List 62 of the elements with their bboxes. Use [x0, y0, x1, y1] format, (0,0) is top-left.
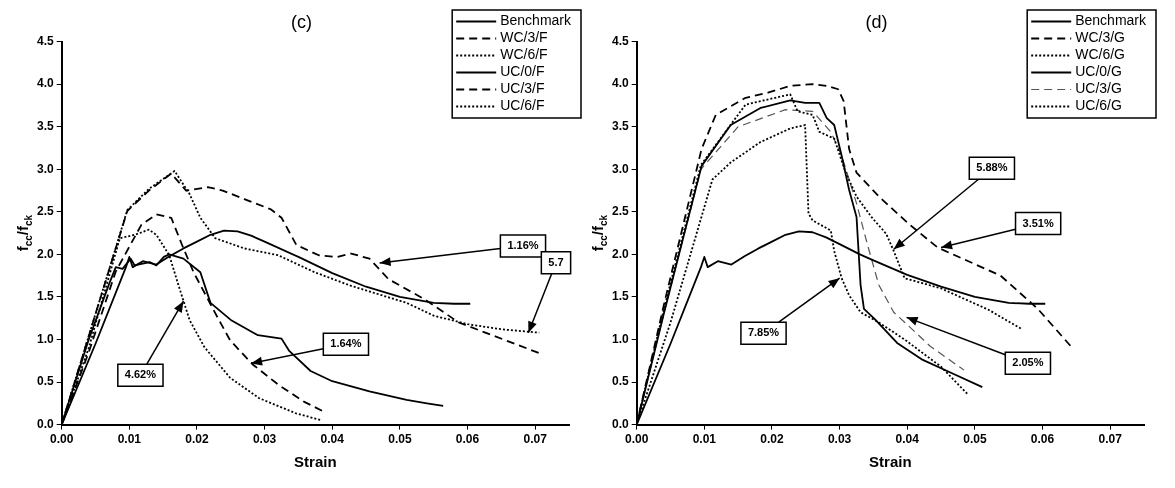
y-tick-label: 1.5 — [36, 289, 54, 304]
y-tick-label: 2.5 — [36, 204, 54, 219]
x-tick-label: 0.07 — [523, 432, 548, 447]
annotation: 1.16% — [507, 238, 539, 251]
x-tick-label: 0.00 — [50, 432, 74, 447]
annotation: 7.85% — [747, 326, 780, 339]
x-axis-title: Strain — [869, 453, 912, 471]
y-tick-label: 3.5 — [36, 119, 54, 134]
x-axis-title: Strain — [294, 453, 337, 471]
legend-label: UC/6/G — [1075, 97, 1122, 114]
legend-label: WC/3/G — [1075, 29, 1125, 46]
x-tick-label: 0.07 — [1098, 432, 1123, 447]
annotation: 2.05% — [1012, 356, 1044, 369]
y-tick-label: 2.5 — [611, 204, 629, 219]
x-tick-label: 0.02 — [760, 432, 784, 447]
y-tick-label: 3.0 — [36, 161, 54, 176]
y-tick-label: 4.0 — [611, 76, 629, 91]
annotation: 3.51% — [1022, 216, 1054, 229]
annotation: 4.62% — [124, 368, 157, 381]
y-tick-label: 2.0 — [36, 246, 54, 261]
y-tick-label: 0.5 — [611, 374, 629, 389]
chart-title: (d) — [865, 11, 888, 32]
x-tick-label: 0.00 — [625, 432, 649, 447]
x-tick-label: 0.05 — [388, 432, 412, 447]
y-tick-label: 0.0 — [36, 416, 54, 431]
y-tick-label: 0.5 — [36, 374, 54, 389]
annotation: 5.7 — [548, 255, 564, 268]
y-axis-title: fcc/fck — [14, 214, 34, 252]
legend-label: UC/0/G — [1075, 63, 1122, 80]
y-tick-label: 1.0 — [611, 331, 629, 346]
x-tick-label: 0.01 — [692, 432, 717, 447]
x-tick-label: 0.03 — [827, 432, 852, 447]
legend-label: UC/6/F — [500, 97, 545, 114]
y-tick-label: 2.0 — [611, 246, 629, 261]
x-tick-label: 0.02 — [185, 432, 209, 447]
legend-label: UC/3/F — [500, 80, 545, 97]
x-tick-label: 0.05 — [963, 432, 987, 447]
y-tick-label: 3.5 — [611, 119, 629, 134]
x-tick-label: 0.03 — [252, 432, 277, 447]
annotation: 5.88% — [976, 161, 1008, 174]
x-tick-label: 0.04 — [320, 432, 345, 447]
y-tick-label: 4.5 — [36, 33, 54, 48]
y-axis-title: fcc/fck — [589, 214, 609, 252]
legend-label: UC/0/F — [500, 63, 545, 80]
y-tick-label: 4.0 — [36, 76, 54, 91]
legend-label: WC/3/F — [500, 29, 548, 46]
y-tick-label: 1.5 — [611, 289, 629, 304]
chart-title: (c) — [291, 11, 312, 32]
legend-label: WC/6/F — [500, 46, 548, 63]
legend-label: Benchmark — [1075, 12, 1147, 29]
x-tick-label: 0.06 — [455, 432, 480, 447]
annotation: 1.64% — [330, 337, 362, 350]
legend-label: UC/3/G — [1075, 80, 1122, 97]
x-tick-label: 0.04 — [895, 432, 920, 447]
y-tick-label: 3.0 — [611, 161, 629, 176]
y-tick-label: 4.5 — [611, 33, 629, 48]
y-tick-label: 0.0 — [611, 416, 629, 431]
x-tick-label: 0.06 — [1030, 432, 1055, 447]
legend-label: WC/6/G — [1075, 46, 1125, 63]
legend-label: Benchmark — [500, 12, 572, 29]
x-tick-label: 0.01 — [117, 432, 142, 447]
y-tick-label: 1.0 — [36, 331, 54, 346]
